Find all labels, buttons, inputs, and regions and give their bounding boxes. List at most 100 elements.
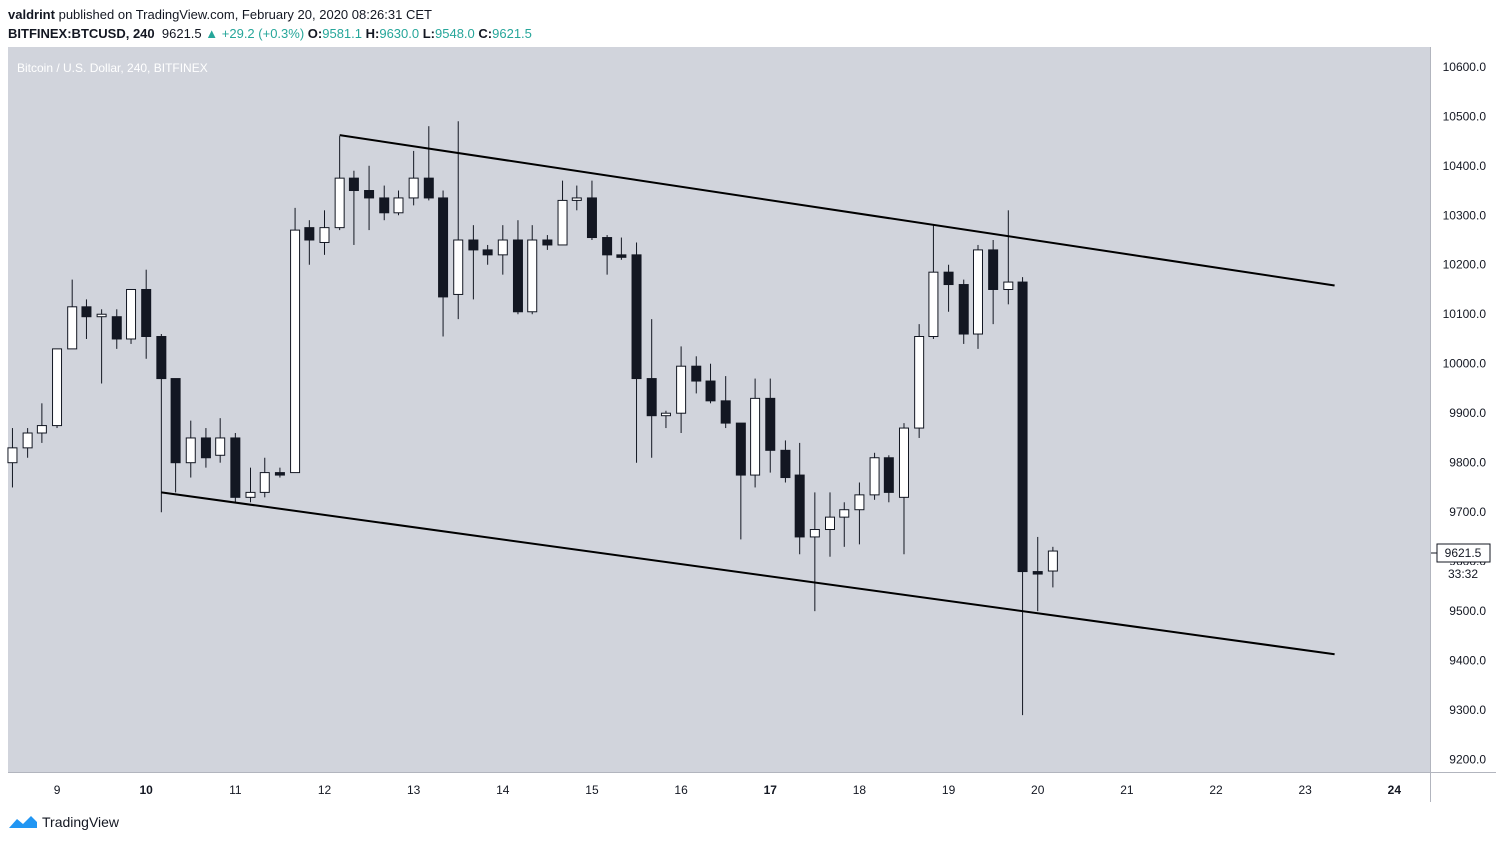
candle xyxy=(646,319,657,458)
bear-candle-body xyxy=(1032,571,1043,575)
candle xyxy=(408,150,419,206)
time-tick-label: 23 xyxy=(1299,783,1313,797)
bear-candle-body xyxy=(81,306,92,318)
candle xyxy=(988,240,999,325)
bull-candle-body xyxy=(839,509,850,518)
price-tick-label: 10200.0 xyxy=(1443,258,1487,272)
price-tick-label: 9300.0 xyxy=(1449,703,1486,717)
candle xyxy=(557,180,568,246)
candle xyxy=(81,299,92,339)
bear-candle-body xyxy=(200,437,211,459)
price-tick-label: 10500.0 xyxy=(1443,109,1487,123)
footer-brand[interactable]: TradingView xyxy=(8,814,119,830)
bull-candle-body xyxy=(393,197,404,214)
bear-candle-body xyxy=(780,449,791,479)
bear-candle-body xyxy=(438,197,449,298)
bull-candle-body xyxy=(52,348,63,427)
bull-candle-body xyxy=(660,412,671,417)
bear-candle-body xyxy=(602,237,613,256)
candle xyxy=(616,237,627,260)
candle xyxy=(1003,210,1014,305)
plot-area[interactable] xyxy=(8,47,1430,772)
high-label: H: xyxy=(365,26,380,41)
low-label: L: xyxy=(422,26,436,41)
bear-candle-body xyxy=(542,239,553,246)
bear-candle-body xyxy=(156,336,167,380)
trendline[interactable] xyxy=(339,134,1335,287)
bear-candle-body xyxy=(230,437,241,498)
bear-candle-body xyxy=(111,316,122,340)
candle xyxy=(972,244,983,349)
author-name[interactable]: valdrint xyxy=(8,7,55,22)
bull-candle-body xyxy=(22,432,33,449)
candle xyxy=(141,269,152,359)
open-label: O: xyxy=(307,26,323,41)
publish-line: valdrint published on TradingView.com, F… xyxy=(8,7,432,22)
trendline[interactable] xyxy=(161,491,1335,656)
candle xyxy=(869,452,880,500)
bull-candle-body xyxy=(334,177,345,229)
candle xyxy=(7,428,18,488)
candle xyxy=(393,190,404,216)
bear-candle-body xyxy=(274,472,285,476)
candle xyxy=(943,264,954,312)
bear-candle-body xyxy=(765,397,776,451)
low-value: 9548.0 xyxy=(435,26,475,41)
price-tick-label: 9700.0 xyxy=(1449,505,1486,519)
bull-candle-body xyxy=(557,199,568,246)
candle xyxy=(482,244,493,265)
candle xyxy=(660,410,671,429)
candle xyxy=(527,225,538,315)
bull-candle-body xyxy=(972,249,983,335)
candle xyxy=(1017,277,1028,716)
time-tick-label: 11 xyxy=(229,783,242,797)
time-tick-label: 19 xyxy=(942,783,956,797)
symbol-label: BITFINEX:BTCUSD, 240 xyxy=(8,26,155,41)
price-axis[interactable] xyxy=(1431,47,1496,772)
candle xyxy=(883,455,894,503)
bull-candle-body xyxy=(185,437,196,464)
bull-candle-body xyxy=(408,177,419,199)
time-tick-label: 10 xyxy=(140,783,154,797)
candle xyxy=(319,210,330,255)
candle xyxy=(348,170,359,245)
tradingview-logo-icon xyxy=(9,816,37,828)
bear-candle-body xyxy=(1017,281,1028,573)
candle xyxy=(512,220,523,315)
bear-candle-body xyxy=(141,288,152,338)
candle xyxy=(230,433,241,503)
bear-candle-body xyxy=(646,378,657,417)
candle xyxy=(898,423,909,555)
time-tick-label: 20 xyxy=(1031,783,1045,797)
time-tick-label: 21 xyxy=(1120,783,1134,797)
candle xyxy=(586,180,597,241)
candle xyxy=(1032,536,1043,612)
trendlines[interactable] xyxy=(161,134,1335,656)
candle xyxy=(274,467,285,478)
bull-candle-body xyxy=(215,437,226,456)
candle xyxy=(735,422,746,540)
price-tick-label: 10100.0 xyxy=(1443,307,1487,321)
candle xyxy=(126,288,137,344)
bear-candle-body xyxy=(364,190,375,199)
candle xyxy=(111,309,122,349)
bull-candle-body xyxy=(928,271,939,338)
candle xyxy=(705,363,716,404)
candle xyxy=(854,482,865,545)
open-value: 9581.1 xyxy=(322,26,362,41)
bull-candle-body xyxy=(1003,281,1014,290)
candle xyxy=(96,309,107,384)
bull-candle-body xyxy=(527,239,538,313)
candle xyxy=(304,220,315,265)
bull-candle-body xyxy=(7,447,18,464)
candle xyxy=(928,225,939,339)
bull-candle-body xyxy=(676,365,687,414)
bull-candle-body xyxy=(869,457,880,496)
bear-candle-body xyxy=(735,422,746,476)
bear-candle-body xyxy=(423,177,434,199)
candle xyxy=(809,492,820,612)
candle xyxy=(379,185,390,221)
time-tick-label: 24 xyxy=(1388,783,1402,797)
bear-candle-body xyxy=(720,400,731,424)
